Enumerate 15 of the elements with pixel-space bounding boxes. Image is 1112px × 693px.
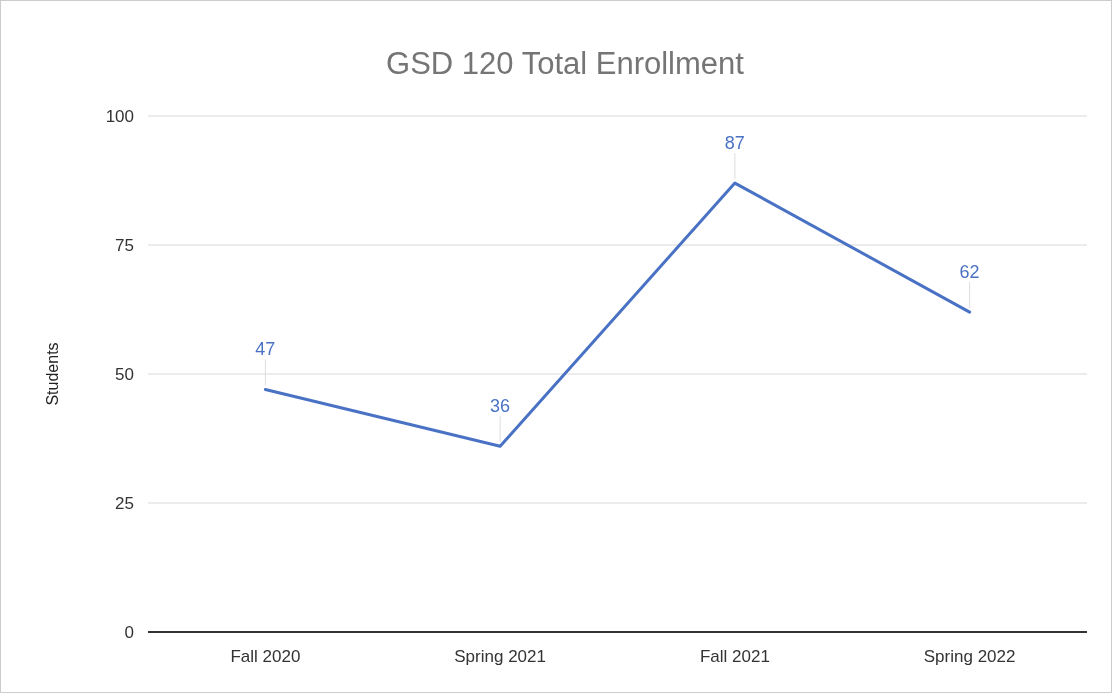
data-label: 62 [959,262,980,283]
data-label: 47 [255,339,276,360]
y-tick-label: 25 [115,494,134,513]
y-tick-label: 50 [115,365,134,384]
x-tick-label: Spring 2021 [454,647,546,666]
x-tick-label: Fall 2021 [699,647,770,666]
data-label: 36 [490,396,511,417]
x-tick-label: Spring 2022 [923,647,1016,666]
y-axis-title: Students [44,342,61,406]
chart-title: GSD 120 Total Enrollment [386,46,745,81]
y-tick-label: 0 [124,623,134,642]
y-tick-label: 75 [115,236,134,255]
data-label: 87 [724,133,745,154]
x-tick-label: Fall 2020 [230,647,301,666]
y-tick-label: 100 [105,107,134,126]
